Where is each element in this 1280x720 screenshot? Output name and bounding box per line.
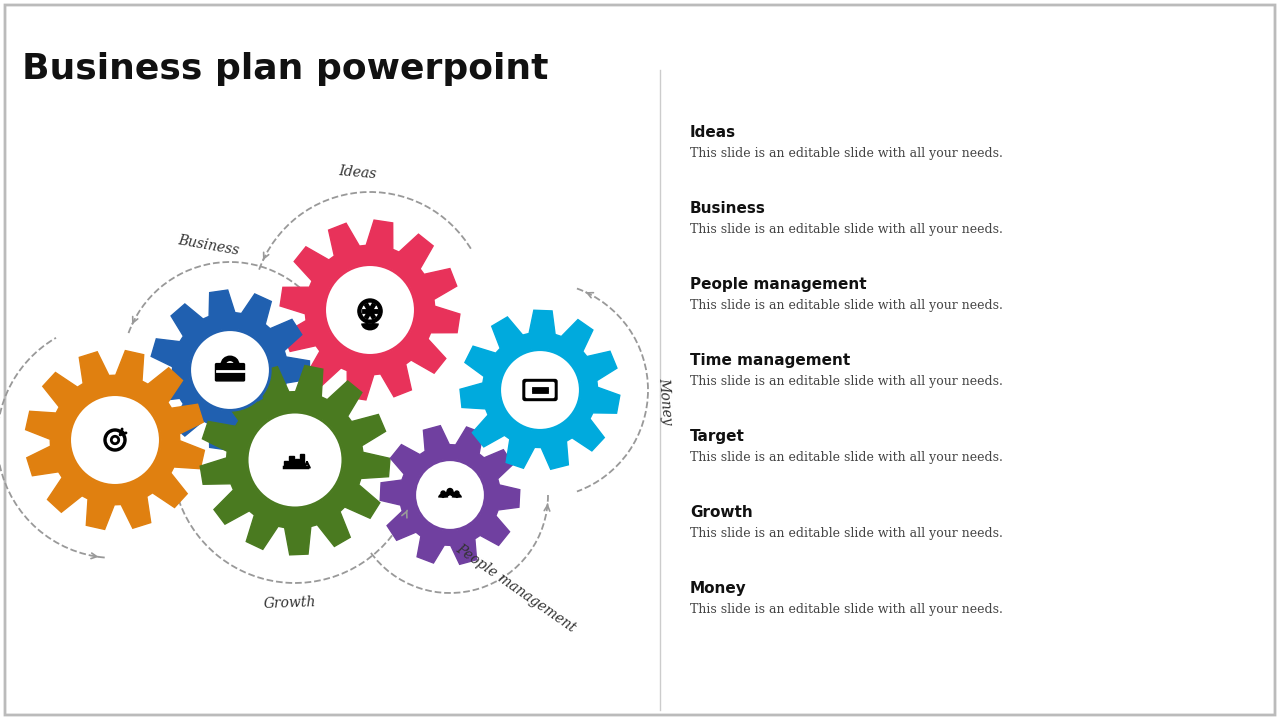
Circle shape [104,429,125,451]
FancyBboxPatch shape [215,364,244,381]
Bar [300,454,305,467]
FancyBboxPatch shape [524,379,557,400]
Circle shape [69,395,160,485]
Text: This slide is an editable slide with all your needs.: This slide is an editable slide with all… [690,223,1002,236]
Polygon shape [380,426,520,564]
Bar [289,456,293,467]
FancyBboxPatch shape [5,5,1275,715]
Text: Money: Money [690,581,746,596]
Circle shape [325,265,415,356]
Bar [294,459,300,467]
Circle shape [114,438,116,441]
Circle shape [358,299,383,323]
Circle shape [108,433,123,448]
Text: Ideas: Ideas [690,125,736,140]
Circle shape [369,310,371,313]
Polygon shape [460,310,620,469]
Text: Business plan powerpoint: Business plan powerpoint [22,52,549,86]
Circle shape [110,436,119,444]
Text: Target: Target [690,429,745,444]
Circle shape [499,350,580,431]
Text: Business: Business [690,201,765,216]
Circle shape [447,488,453,495]
Polygon shape [151,290,310,450]
Text: This slide is an editable slide with all your needs.: This slide is an editable slide with all… [690,375,1002,388]
Text: People management: People management [453,541,579,635]
Text: This slide is an editable slide with all your needs.: This slide is an editable slide with all… [690,299,1002,312]
Text: Growth: Growth [264,595,316,611]
Circle shape [247,412,343,508]
Polygon shape [280,220,460,400]
Circle shape [454,491,460,495]
Circle shape [189,330,270,410]
Text: This slide is an editable slide with all your needs.: This slide is an editable slide with all… [690,147,1002,160]
Bar [284,461,288,467]
Circle shape [415,460,485,530]
FancyBboxPatch shape [526,382,554,397]
Polygon shape [200,366,390,555]
Text: Time management: Time management [690,353,850,368]
Circle shape [362,303,378,319]
Text: Ideas: Ideas [338,164,378,181]
Text: Money: Money [657,377,675,426]
Text: This slide is an editable slide with all your needs.: This slide is an editable slide with all… [690,603,1002,616]
Circle shape [442,491,445,495]
Polygon shape [26,351,205,529]
Text: Business: Business [177,233,239,258]
Text: Growth: Growth [690,505,753,520]
Text: This slide is an editable slide with all your needs.: This slide is an editable slide with all… [690,527,1002,540]
Text: People management: People management [690,277,867,292]
Text: This slide is an editable slide with all your needs.: This slide is an editable slide with all… [690,451,1002,464]
